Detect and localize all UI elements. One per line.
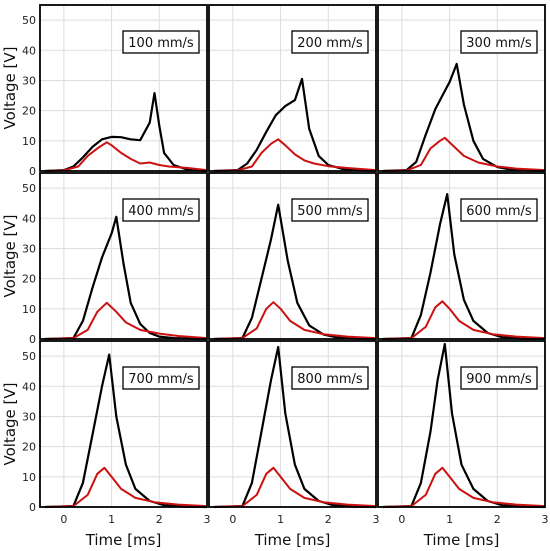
panel-6: 600 mm/s bbox=[377, 172, 546, 341]
x-tick-label: 0 bbox=[60, 513, 67, 526]
panel-7: 700 mm/s 0 10 20 30 40 50 0 1 2 3 bbox=[22, 340, 211, 526]
y-tick-label: 30 bbox=[22, 74, 36, 87]
y-axis-label-row1: Voltage [V] bbox=[1, 47, 19, 130]
series-line-red bbox=[44, 301, 208, 340]
y-tick-label: 0 bbox=[29, 333, 36, 346]
y-tick-label: 40 bbox=[22, 44, 36, 57]
y-tick-label: 20 bbox=[22, 273, 36, 286]
series-line-black bbox=[382, 193, 546, 341]
y-tick-label: 10 bbox=[22, 135, 36, 148]
speed-label-box bbox=[122, 366, 200, 390]
y-tick-label: 10 bbox=[22, 303, 36, 316]
panel-1: 100 mm/s 0 10 20 30 40 50 bbox=[22, 4, 208, 178]
y-tick-label: 20 bbox=[22, 441, 36, 454]
speed-label: 500 mm/s bbox=[297, 204, 363, 219]
series-line-red bbox=[213, 466, 377, 508]
y-axis-label-row2: Voltage [V] bbox=[1, 215, 19, 298]
panel-frame bbox=[208, 4, 377, 172]
speed-label: 400 mm/s bbox=[128, 204, 194, 219]
series-line-red bbox=[44, 141, 208, 172]
x-tick-label: 0 bbox=[229, 513, 236, 526]
panel-frame bbox=[377, 172, 546, 340]
speed-label-box bbox=[460, 366, 538, 390]
speed-label-box bbox=[291, 198, 369, 222]
speed-label: 900 mm/s bbox=[466, 372, 532, 387]
x-tick-label: 2 bbox=[494, 513, 501, 526]
panel-8: 800 mm/s 0 1 2 3 bbox=[208, 340, 380, 526]
x-axis-label-col2: Time [ms] bbox=[254, 531, 331, 549]
speed-label: 300 mm/s bbox=[466, 36, 532, 51]
y-tick-label: 50 bbox=[22, 14, 36, 27]
y-tick-label: 30 bbox=[22, 410, 36, 423]
y-tick-label: 50 bbox=[22, 182, 36, 195]
series-line-red bbox=[382, 300, 546, 340]
series-line-black bbox=[213, 77, 377, 173]
x-tick-label: 3 bbox=[373, 513, 380, 526]
panel-frame bbox=[208, 172, 377, 340]
series-line-red bbox=[44, 466, 208, 508]
speed-label-box bbox=[122, 198, 200, 222]
series-line-red bbox=[382, 136, 546, 172]
y-axis-label-row3: Voltage [V] bbox=[1, 383, 19, 466]
speed-label: 100 mm/s bbox=[128, 36, 194, 51]
series-line-black bbox=[44, 353, 208, 509]
y-tick-label: 0 bbox=[29, 501, 36, 514]
panel-frame bbox=[39, 172, 208, 340]
speed-label: 800 mm/s bbox=[297, 372, 363, 387]
y-tick-label: 40 bbox=[22, 212, 36, 225]
x-axis-label-col1: Time [ms] bbox=[85, 531, 162, 549]
y-tick-label: 50 bbox=[22, 350, 36, 363]
speed-label-box bbox=[291, 30, 369, 54]
speed-label-box bbox=[122, 30, 200, 54]
speed-label: 600 mm/s bbox=[466, 204, 532, 219]
y-tick-label: 30 bbox=[22, 242, 36, 255]
y-tick-label: 0 bbox=[29, 165, 36, 178]
x-tick-label: 2 bbox=[156, 513, 163, 526]
panel-frame bbox=[39, 4, 208, 172]
series-line-black bbox=[382, 62, 546, 173]
x-tick-label: 1 bbox=[108, 513, 115, 526]
x-tick-label: 0 bbox=[398, 513, 405, 526]
speed-label: 700 mm/s bbox=[128, 372, 194, 387]
panel-2: 200 mm/s bbox=[208, 4, 377, 173]
series-line-red bbox=[213, 301, 377, 340]
panel-9: 900 mm/s 0 1 2 3 bbox=[377, 340, 549, 526]
speed-label-box bbox=[291, 366, 369, 390]
speed-label-box bbox=[460, 198, 538, 222]
x-tick-label: 3 bbox=[542, 513, 549, 526]
x-tick-label: 1 bbox=[446, 513, 453, 526]
x-axis-label-col3: Time [ms] bbox=[423, 531, 500, 549]
x-tick-label: 3 bbox=[204, 513, 211, 526]
x-tick-label: 2 bbox=[325, 513, 332, 526]
series-line-black bbox=[44, 91, 208, 173]
y-tick-label: 20 bbox=[22, 105, 36, 118]
series-line-black bbox=[382, 342, 546, 509]
y-tick-label: 40 bbox=[22, 380, 36, 393]
panel-4: 400 mm/s 0 10 20 30 40 50 bbox=[22, 172, 208, 346]
panel-frame bbox=[377, 340, 546, 508]
y-tick-label: 10 bbox=[22, 471, 36, 484]
x-tick-label: 1 bbox=[277, 513, 284, 526]
panel-frame bbox=[208, 340, 377, 508]
speed-label: 200 mm/s bbox=[297, 36, 363, 51]
panel-5: 500 mm/s bbox=[208, 172, 377, 341]
speed-label-box bbox=[460, 30, 538, 54]
series-line-black bbox=[213, 345, 377, 509]
series-line-black bbox=[44, 215, 208, 341]
series-line-red bbox=[382, 466, 546, 508]
panel-3: 300 mm/s bbox=[377, 4, 546, 173]
panel-frame bbox=[39, 340, 208, 508]
series-line-red bbox=[213, 138, 377, 172]
series-line-black bbox=[213, 203, 377, 341]
panel-frame bbox=[377, 4, 546, 172]
